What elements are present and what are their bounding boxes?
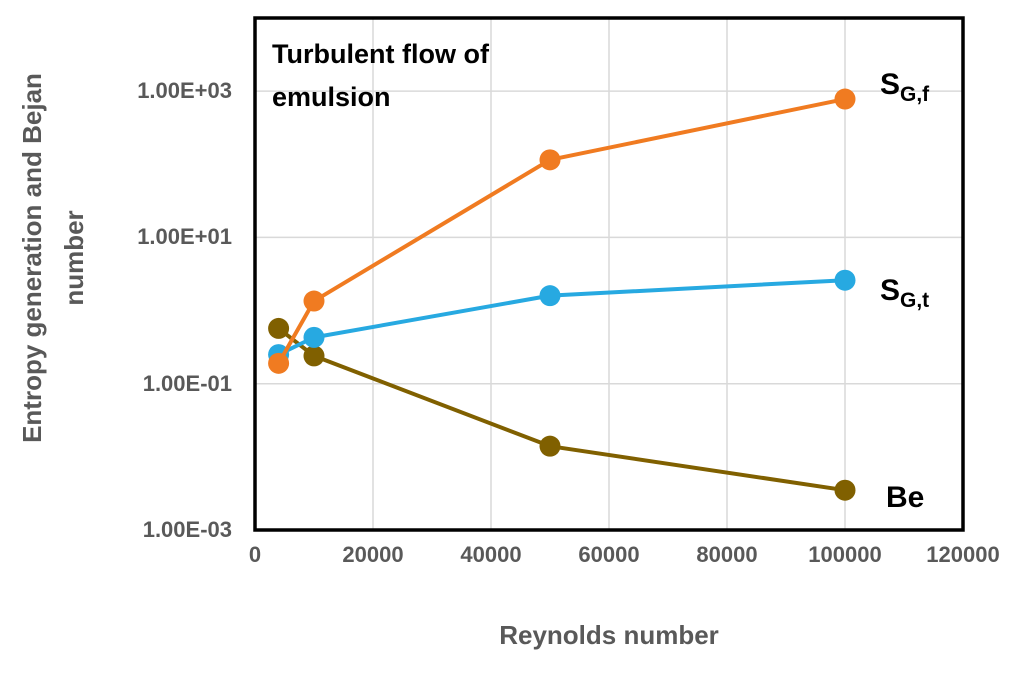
- series-line-sgt: [277, 278, 846, 357]
- data-point-marker-sgf: [268, 352, 290, 374]
- x-tick-label: 80000: [696, 542, 758, 567]
- x-tick-label: 120000: [926, 542, 1000, 567]
- y-axis-title-line2: number: [59, 210, 89, 306]
- y-tick-label: 1.00E+01: [137, 224, 232, 250]
- data-point-marker-sgf: [539, 149, 561, 171]
- series-line-be: [277, 326, 846, 493]
- data-point-marker-sgt: [303, 326, 325, 348]
- series-label-sgt-main: S: [880, 274, 901, 307]
- data-point-marker-sgf: [834, 88, 856, 110]
- data-point-marker-sgf: [303, 290, 325, 312]
- series-label-be: Be: [886, 481, 924, 515]
- plot-border: [253, 16, 965, 532]
- x-axis-title: Reynolds number: [499, 620, 719, 650]
- x-tick-label: 40000: [460, 542, 522, 567]
- series-label-be-main: Be: [886, 481, 925, 514]
- x-tick-label: 60000: [578, 542, 640, 567]
- series-label-sgf-sub: G,f: [900, 83, 930, 106]
- series-label-sgf-main: S: [880, 68, 901, 101]
- series-label-sgt: SG,t: [880, 274, 929, 311]
- annotation-line1: Turbulent flow of: [272, 39, 489, 69]
- x-tick-label: 0: [248, 542, 262, 567]
- series-label-sgt-sub: G,t: [900, 289, 930, 312]
- y-axis-title: Entropy generation and Bejan number: [11, 0, 99, 518]
- y-tick-label: 1.00E+03: [137, 78, 232, 104]
- data-point-marker-be: [268, 317, 290, 339]
- chart-title-annotation: Turbulent flow of emulsion: [272, 33, 489, 119]
- y-axis-title-line1: Entropy generation and Bejan: [17, 73, 47, 443]
- data-point-marker-sgt: [539, 285, 561, 307]
- x-tick-label: 100000: [808, 542, 882, 567]
- y-tick-label: 1.00E-03: [142, 517, 232, 542]
- x-tick-label: 20000: [342, 542, 404, 567]
- y-tick-label: 1.00E-01: [142, 370, 232, 396]
- annotation-line2: emulsion: [272, 82, 391, 112]
- data-point-marker-be: [834, 479, 856, 501]
- data-point-marker-sgt: [834, 269, 856, 291]
- data-point-marker-be: [539, 435, 561, 457]
- series-line-sgf: [276, 97, 846, 365]
- data-point-marker-be: [303, 345, 325, 367]
- series-label-sgf: SG,f: [880, 68, 929, 105]
